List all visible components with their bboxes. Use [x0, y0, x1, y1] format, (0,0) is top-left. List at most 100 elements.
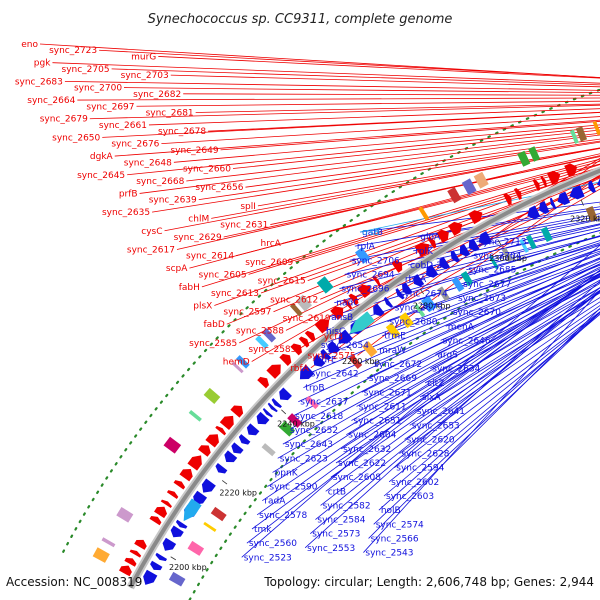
label-connector: [246, 269, 600, 544]
reverse-gene-label: sync_2560: [249, 539, 297, 549]
forward-gene-arrow: [119, 565, 132, 577]
label-connector: [376, 258, 600, 351]
label-connector: [164, 147, 600, 232]
forward-cog-block: [116, 506, 134, 523]
forward-gene-arrow: [134, 539, 147, 550]
forward-gene-arrow: [540, 175, 547, 188]
reverse-gene-arrow: [597, 178, 600, 187]
label-connector: [287, 266, 600, 431]
forward-gene-label: scpA: [166, 264, 188, 274]
label-connector: [382, 253, 600, 337]
label-connector: [220, 120, 600, 151]
reverse-gene-arrow: [338, 329, 353, 344]
label-connector: [52, 62, 600, 84]
reverse-gene-label: sync_2654: [321, 341, 369, 351]
label-connector: [277, 272, 600, 459]
reverse-gene-label: gloA: [420, 233, 441, 243]
forward-gene-arrow: [564, 163, 578, 177]
forward-gene-arrow: [187, 455, 202, 471]
reverse-gene-label: trpB: [305, 384, 324, 394]
label-connector: [256, 272, 600, 516]
reverse-gene-arrow: [383, 296, 394, 308]
label-connector: [344, 188, 600, 337]
reverse-gene-label: sync_2594: [396, 464, 444, 474]
reverse-gene-label: sync_2694: [347, 270, 395, 280]
forward-gene-label: sync_2635: [102, 208, 150, 218]
reverse-gene-label: radA: [264, 497, 286, 507]
label-connector: [298, 261, 600, 403]
forward-gene-label: ycf3: [324, 333, 343, 343]
reverse-gene-label: trmE: [384, 332, 406, 342]
reverse-gene-label: sync_2641: [417, 407, 465, 417]
forward-gene-arrow: [372, 275, 381, 287]
reverse-gene-arrow: [450, 250, 460, 263]
forward-cog-block: [461, 178, 477, 196]
label-connector: [304, 280, 600, 549]
feature-arrows: [92, 120, 600, 587]
reverse-cog-block: [362, 341, 378, 358]
label-connector: [226, 168, 600, 325]
label-connector: [378, 311, 600, 511]
genome-summary: Topology: circular; Length: 2,606,748 bp…: [263, 575, 594, 589]
forward-gene-label: sync_2597: [223, 308, 271, 318]
scale-tick: [498, 240, 502, 246]
reverse-gene-label: sync_2706: [352, 256, 400, 266]
label-connector: [303, 257, 600, 388]
forward-gene-arrow: [257, 376, 269, 389]
forward-cog-block: [354, 247, 371, 264]
label-connector: [102, 112, 600, 138]
label-connector: [361, 272, 600, 393]
forward-cog-block: [569, 129, 579, 144]
reverse-gene-label: sync_2675: [395, 303, 443, 313]
reverse-gene-label: ansB: [331, 313, 353, 323]
forward-gene-label: sync_2613: [211, 289, 259, 299]
scale-label: 2280 kbp: [413, 302, 451, 311]
reverse-gene-label: sync_2643: [285, 440, 333, 450]
label-connector: [77, 97, 600, 101]
reverse-gene-label: sync_2553: [307, 544, 355, 554]
forward-cog-block: [528, 146, 541, 162]
forward-cog-block: [295, 294, 313, 312]
scale-tick: [347, 345, 352, 351]
reverse-cog-block: [398, 312, 414, 329]
label-connector: [158, 56, 600, 79]
forward-gene-arrow: [348, 293, 359, 305]
forward-gene-label: sync_2614: [186, 252, 234, 262]
forward-gene-arrow: [290, 343, 303, 356]
reverse-gene-label: cobD-2: [410, 261, 442, 271]
label-connector: [430, 281, 600, 370]
reverse-gene-arrow: [459, 244, 471, 257]
label-connector: [241, 244, 600, 558]
reverse-cog-block: [489, 255, 499, 270]
reverse-gene-arrow: [224, 450, 238, 463]
reverse-gene-label: sync_2637: [300, 398, 348, 408]
reverse-gene-label: sync_2584: [317, 516, 365, 526]
label-connector: [356, 275, 600, 407]
rrna-gene-arrow: [183, 498, 202, 522]
reverse-gene-arrow: [175, 519, 188, 529]
label-connector: [323, 240, 600, 332]
cog-dot-rings: [62, 88, 600, 600]
label-connector: [387, 248, 600, 322]
scale-label: 2260 kbp: [342, 357, 380, 366]
forward-gene-label: pgk: [34, 59, 51, 69]
label-connector: [450, 257, 600, 313]
reverse-gene-arrow: [246, 423, 260, 436]
reverse-gene-arrow: [426, 264, 439, 278]
backbone-ring: [126, 166, 600, 590]
reverse-gene-label: sync_2622: [338, 459, 386, 469]
reverse-gene-label: sync_2673: [458, 294, 506, 304]
forward-gene-arrow: [266, 364, 281, 379]
label-connector: [298, 174, 600, 350]
forward-gene-arrow: [547, 170, 561, 185]
label-connector: [267, 273, 600, 487]
forward-gene-label: sync_2639: [149, 196, 197, 206]
label-connector: [409, 301, 600, 426]
label-connector: [198, 140, 600, 201]
forward-gene-label: sync_2683: [15, 77, 63, 87]
reverse-gene-arrow: [267, 402, 278, 413]
reverse-cog-block: [414, 303, 426, 318]
label-connector: [399, 308, 600, 454]
forward-gene-label: sync_2723: [49, 46, 97, 56]
forward-cog-block: [235, 355, 250, 369]
